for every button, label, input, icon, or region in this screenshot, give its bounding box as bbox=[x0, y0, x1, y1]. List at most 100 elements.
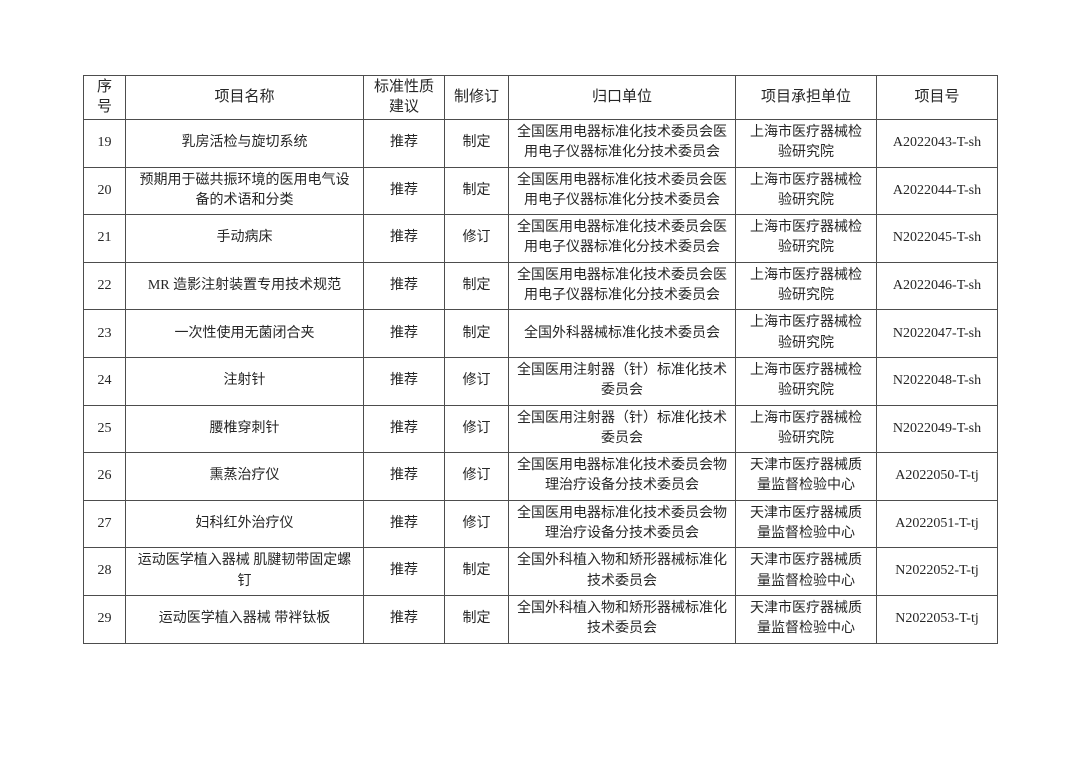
cell-unit: 全国医用注射器（针）标准化技术委员会 bbox=[508, 404, 736, 454]
cell-undertaker: 上海市医疗器械检验研究院 bbox=[735, 119, 877, 168]
header-seq: 序号 bbox=[83, 75, 126, 120]
cell-project_no: N2022049-T-sh bbox=[876, 404, 998, 454]
table-row: 20 预期用于磁共振环境的医用电气设备的术语和分类 推荐 制定 全国医用电器标准化技术委… bbox=[83, 166, 998, 216]
cell-name: 运动医学植入器械 带袢钛板 bbox=[125, 594, 364, 644]
cell-seq: 27 bbox=[83, 499, 126, 549]
cell-seq: 28 bbox=[83, 547, 126, 596]
cell-project_no: A2022050-T-tj bbox=[876, 452, 998, 501]
cell-unit: 全国外科植入物和矫形器械标准化技术委员会 bbox=[508, 594, 736, 644]
cell-name: 预期用于磁共振环境的医用电气设备的术语和分类 bbox=[125, 166, 364, 216]
cell-seq: 21 bbox=[83, 214, 126, 263]
cell-unit: 全国医用电器标准化技术委员会物理治疗设备分技术委员会 bbox=[508, 499, 736, 549]
cell-project_no: A2022046-T-sh bbox=[876, 261, 998, 311]
cell-seq: 24 bbox=[83, 356, 126, 406]
cell-revision: 制定 bbox=[444, 166, 509, 216]
cell-undertaker: 上海市医疗器械检验研究院 bbox=[735, 261, 877, 311]
cell-unit: 全国医用电器标准化技术委员会物理治疗设备分技术委员会 bbox=[508, 452, 736, 501]
cell-project_no: N2022048-T-sh bbox=[876, 356, 998, 406]
table-body: 19 乳房活检与旋切系统 推荐 制定 全国医用电器标准化技术委员会医用电子仪器标准化分技… bbox=[83, 119, 998, 644]
table-row: 26 熏蒸治疗仪 推荐 修订 全国医用电器标准化技术委员会物理治疗设备分技术委员会 天津市… bbox=[83, 452, 998, 501]
cell-nature: 推荐 bbox=[363, 166, 445, 216]
cell-seq: 26 bbox=[83, 452, 126, 501]
table-row: 22 MR 造影注射装置专用技术规范 推荐 制定 全国医用电器标准化技术委员会医用电子仪… bbox=[83, 261, 998, 311]
cell-undertaker: 上海市医疗器械检验研究院 bbox=[735, 404, 877, 454]
cell-seq: 19 bbox=[83, 119, 126, 168]
table-header: 序号 项目名称 标准性质建议 制修订 归口单位 项目承担单位 项目号 bbox=[83, 75, 998, 120]
cell-nature: 推荐 bbox=[363, 356, 445, 406]
header-unit: 归口单位 bbox=[508, 75, 736, 120]
cell-nature: 推荐 bbox=[363, 261, 445, 311]
cell-project_no: N2022052-T-tj bbox=[876, 547, 998, 596]
cell-revision: 制定 bbox=[444, 309, 509, 358]
cell-unit: 全国医用电器标准化技术委员会医用电子仪器标准化分技术委员会 bbox=[508, 166, 736, 216]
header-undertaker: 项目承担单位 bbox=[735, 75, 877, 120]
cell-name: 注射针 bbox=[125, 356, 364, 406]
cell-project_no: A2022043-T-sh bbox=[876, 119, 998, 168]
standards-project-table: 序号 项目名称 标准性质建议 制修订 归口单位 项目承担单位 项目号 19 乳房活… bbox=[83, 75, 998, 644]
cell-unit: 全国医用注射器（针）标准化技术委员会 bbox=[508, 356, 736, 406]
cell-project_no: A2022044-T-sh bbox=[876, 166, 998, 216]
cell-revision: 修订 bbox=[444, 214, 509, 263]
cell-project_no: A2022051-T-tj bbox=[876, 499, 998, 549]
cell-seq: 29 bbox=[83, 594, 126, 644]
cell-undertaker: 天津市医疗器械质量监督检验中心 bbox=[735, 452, 877, 501]
cell-undertaker: 天津市医疗器械质量监督检验中心 bbox=[735, 594, 877, 644]
header-project-no: 项目号 bbox=[876, 75, 998, 120]
cell-seq: 20 bbox=[83, 166, 126, 216]
cell-nature: 推荐 bbox=[363, 499, 445, 549]
header-row: 序号 项目名称 标准性质建议 制修订 归口单位 项目承担单位 项目号 bbox=[83, 75, 998, 120]
cell-project_no: N2022047-T-sh bbox=[876, 309, 998, 358]
cell-revision: 制定 bbox=[444, 119, 509, 168]
cell-nature: 推荐 bbox=[363, 214, 445, 263]
cell-project_no: N2022045-T-sh bbox=[876, 214, 998, 263]
cell-seq: 23 bbox=[83, 309, 126, 358]
cell-nature: 推荐 bbox=[363, 452, 445, 501]
cell-name: 乳房活检与旋切系统 bbox=[125, 119, 364, 168]
cell-undertaker: 天津市医疗器械质量监督检验中心 bbox=[735, 547, 877, 596]
cell-project_no: N2022053-T-tj bbox=[876, 594, 998, 644]
cell-nature: 推荐 bbox=[363, 594, 445, 644]
cell-unit: 全国医用电器标准化技术委员会医用电子仪器标准化分技术委员会 bbox=[508, 261, 736, 311]
cell-undertaker: 天津市医疗器械质量监督检验中心 bbox=[735, 499, 877, 549]
cell-unit: 全国外科器械标准化技术委员会 bbox=[508, 309, 736, 358]
cell-revision: 制定 bbox=[444, 594, 509, 644]
cell-undertaker: 上海市医疗器械检验研究院 bbox=[735, 309, 877, 358]
cell-revision: 修订 bbox=[444, 356, 509, 406]
table-row: 28 运动医学植入器械 肌腱韧带固定螺钉 推荐 制定 全国外科植入物和矫形器械标准化技术… bbox=[83, 547, 998, 596]
cell-nature: 推荐 bbox=[363, 404, 445, 454]
cell-nature: 推荐 bbox=[363, 547, 445, 596]
cell-name: 熏蒸治疗仪 bbox=[125, 452, 364, 501]
cell-name: 一次性使用无菌闭合夹 bbox=[125, 309, 364, 358]
table-row: 29 运动医学植入器械 带袢钛板 推荐 制定 全国外科植入物和矫形器械标准化技术委员会天… bbox=[83, 594, 998, 644]
cell-undertaker: 上海市医疗器械检验研究院 bbox=[735, 166, 877, 216]
table-row: 27 妇科红外治疗仪 推荐 修订 全国医用电器标准化技术委员会物理治疗设备分技术委员会天… bbox=[83, 499, 998, 549]
cell-name: 妇科红外治疗仪 bbox=[125, 499, 364, 549]
cell-revision: 修订 bbox=[444, 452, 509, 501]
header-nature: 标准性质建议 bbox=[363, 75, 445, 120]
cell-unit: 全国外科植入物和矫形器械标准化技术委员会 bbox=[508, 547, 736, 596]
table-row: 19 乳房活检与旋切系统 推荐 制定 全国医用电器标准化技术委员会医用电子仪器标准化分技… bbox=[83, 119, 998, 168]
cell-name: 腰椎穿刺针 bbox=[125, 404, 364, 454]
cell-unit: 全国医用电器标准化技术委员会医用电子仪器标准化分技术委员会 bbox=[508, 214, 736, 263]
cell-name: MR 造影注射装置专用技术规范 bbox=[125, 261, 364, 311]
cell-name: 手动病床 bbox=[125, 214, 364, 263]
table-row: 23 一次性使用无菌闭合夹 推荐 制定 全国外科器械标准化技术委员会 上海市医疗器械检验研… bbox=[83, 309, 998, 358]
table-row: 25 腰椎穿刺针 推荐 修订 全国医用注射器（针）标准化技术委员会 上海市医疗器械检验研究… bbox=[83, 404, 998, 454]
cell-name: 运动医学植入器械 肌腱韧带固定螺钉 bbox=[125, 547, 364, 596]
cell-undertaker: 上海市医疗器械检验研究院 bbox=[735, 214, 877, 263]
cell-revision: 制定 bbox=[444, 261, 509, 311]
cell-seq: 25 bbox=[83, 404, 126, 454]
cell-revision: 修订 bbox=[444, 499, 509, 549]
cell-undertaker: 上海市医疗器械检验研究院 bbox=[735, 356, 877, 406]
header-name: 项目名称 bbox=[125, 75, 364, 120]
cell-nature: 推荐 bbox=[363, 309, 445, 358]
cell-seq: 22 bbox=[83, 261, 126, 311]
table-row: 21 手动病床 推荐 修订 全国医用电器标准化技术委员会医用电子仪器标准化分技术委员会上… bbox=[83, 214, 998, 263]
header-revision: 制修订 bbox=[444, 75, 509, 120]
table-row: 24 注射针 推荐 修订 全国医用注射器（针）标准化技术委员会 上海市医疗器械检验研究院 N… bbox=[83, 356, 998, 406]
cell-revision: 修订 bbox=[444, 404, 509, 454]
cell-revision: 制定 bbox=[444, 547, 509, 596]
cell-unit: 全国医用电器标准化技术委员会医用电子仪器标准化分技术委员会 bbox=[508, 119, 736, 168]
cell-nature: 推荐 bbox=[363, 119, 445, 168]
